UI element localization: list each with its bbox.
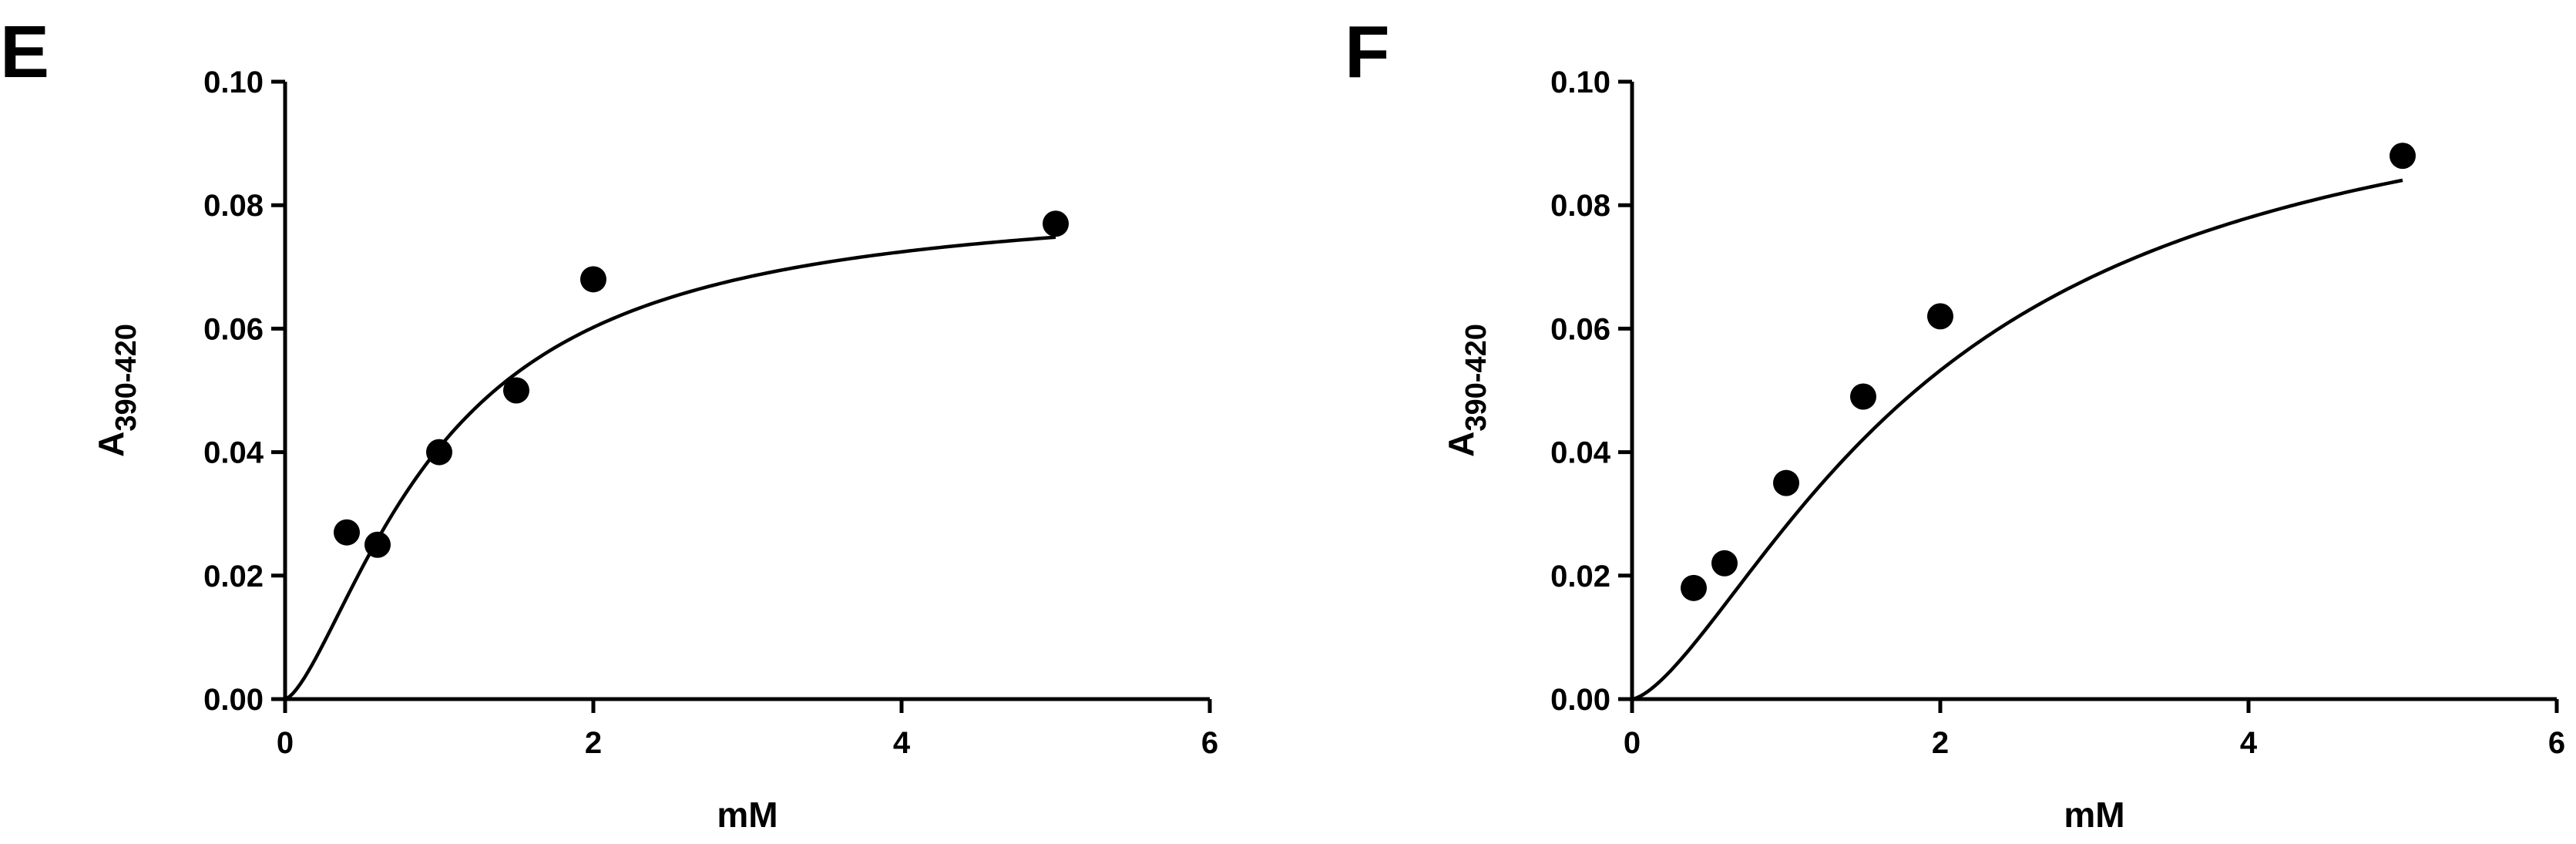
y-tick-label: 0.08 bbox=[1550, 189, 1610, 223]
x-tick-label: 4 bbox=[893, 726, 911, 760]
y-axis-title-main: A bbox=[1441, 432, 1481, 457]
y-tick-label: 0.06 bbox=[1550, 312, 1610, 346]
data-point bbox=[1773, 469, 1799, 496]
data-point bbox=[580, 266, 606, 293]
x-tick-label: 2 bbox=[1932, 726, 1949, 760]
chart-panel-f: F 0 2 4 6 0.00 0.02 0.04 0.06 0.08 0.10 mM A390-420 bbox=[1345, 11, 2565, 835]
y-tick-label: 0.00 bbox=[1550, 683, 1610, 717]
y-tick-label: 0.10 bbox=[203, 66, 264, 99]
y-tick-label: 0.08 bbox=[203, 189, 264, 223]
y-axis-title-subscript: 390-420 bbox=[110, 324, 143, 431]
x-tick-label: 0 bbox=[277, 726, 294, 760]
x-tick-label: 6 bbox=[2548, 726, 2565, 760]
y-tick-label: 0.10 bbox=[1550, 66, 1610, 99]
y-tick-label: 0.02 bbox=[1550, 560, 1610, 593]
fit-curve bbox=[1631, 178, 2403, 701]
x-tick-label: 0 bbox=[1624, 726, 1641, 760]
y-tick-label: 0.02 bbox=[203, 560, 264, 593]
panel-label: E bbox=[0, 11, 49, 93]
data-point bbox=[1850, 383, 1876, 410]
data-point bbox=[364, 531, 391, 558]
y-axis-title: A390-420 bbox=[91, 324, 143, 457]
data-point bbox=[1711, 550, 1738, 577]
y-tick-label: 0.00 bbox=[203, 683, 264, 717]
data-point bbox=[426, 439, 452, 466]
x-tick-label: 4 bbox=[2240, 726, 2258, 760]
x-axis-title: mM bbox=[2064, 795, 2124, 835]
y-axis-title: A390-420 bbox=[1441, 324, 1493, 457]
data-point bbox=[334, 519, 360, 546]
y-axis-title-subscript: 390-420 bbox=[1460, 324, 1493, 431]
data-point bbox=[1927, 303, 1953, 330]
y-tick-label: 0.04 bbox=[1550, 436, 1611, 470]
x-tick-label: 6 bbox=[1201, 726, 1218, 760]
y-tick-label: 0.06 bbox=[203, 312, 264, 346]
data-point bbox=[503, 377, 529, 404]
x-tick-label: 2 bbox=[585, 726, 602, 760]
fit-curve bbox=[284, 235, 1056, 701]
data-point bbox=[1681, 574, 1707, 601]
x-axis-title: mM bbox=[717, 795, 778, 835]
chart-panel-e: E 0 2 4 6 0.00 0.02 0.04 0.06 0.08 0.10 mM A390-420 bbox=[0, 11, 1218, 835]
panel-label: F bbox=[1345, 11, 1390, 93]
y-axis-title-main: A bbox=[91, 432, 131, 457]
data-point bbox=[2390, 143, 2416, 170]
y-tick-label: 0.04 bbox=[203, 436, 264, 470]
data-point bbox=[1043, 210, 1069, 237]
